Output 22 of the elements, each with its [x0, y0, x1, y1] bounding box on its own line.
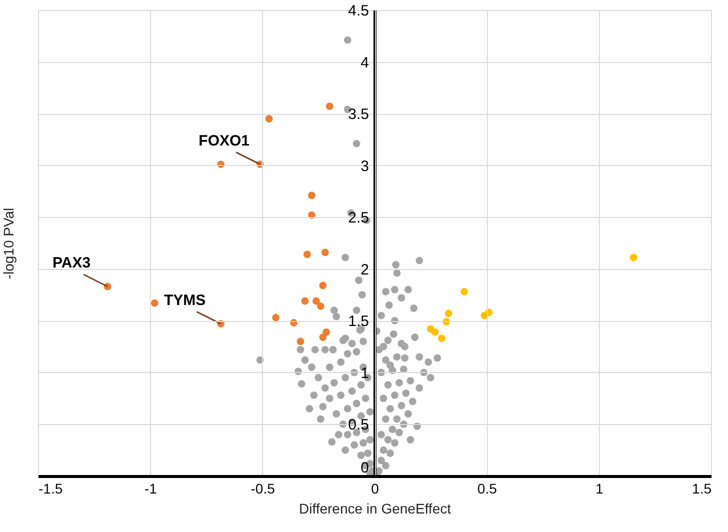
y-tick-label: 3	[360, 158, 369, 175]
y-tick-label: 2	[360, 261, 369, 278]
x-tick-label: -1.5	[38, 480, 63, 496]
y-tick-label: 1	[360, 364, 369, 382]
annotation: PAX3	[52, 254, 91, 272]
y-tick-label: 1.5	[348, 313, 369, 330]
x-tick-label: 1	[595, 480, 604, 496]
y-tick-label: 0.5	[348, 416, 369, 434]
x-tick-label: -1	[144, 480, 158, 496]
annotation: TYMS	[164, 292, 206, 309]
y-tick-label: 4.5	[348, 2, 369, 20]
x-tick-label: 1.5	[692, 480, 712, 496]
x-tick-label: -0.5	[250, 480, 276, 496]
y-tick-label: 3.5	[348, 106, 369, 124]
y-tick-label: 4	[360, 54, 369, 72]
y-tick-label: 0	[360, 460, 369, 476]
annotation: FOXO1	[198, 132, 250, 150]
x-axis-title: Difference in GeneEffect	[298, 500, 452, 516]
x-tick-label: 0	[371, 480, 380, 496]
x-tick-label: 0.5	[477, 480, 498, 496]
y-axis-title: -log10 PVal	[0, 208, 16, 280]
y-tick-label: 2.5	[348, 210, 369, 227]
